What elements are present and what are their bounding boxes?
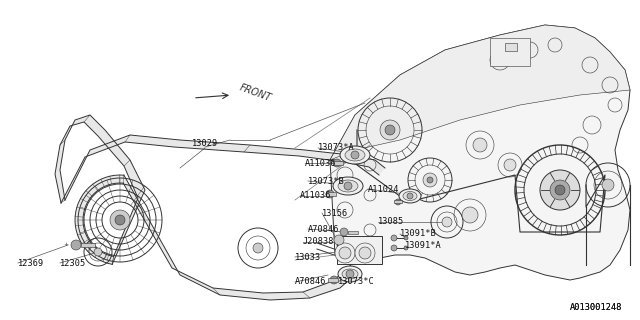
Text: 13073*C: 13073*C <box>338 277 375 286</box>
Circle shape <box>504 159 516 171</box>
Circle shape <box>473 138 487 152</box>
Circle shape <box>395 199 401 205</box>
Circle shape <box>253 243 263 253</box>
Text: 13073*B: 13073*B <box>308 177 345 186</box>
Circle shape <box>340 228 348 236</box>
Bar <box>337 236 382 264</box>
Text: A70846: A70846 <box>295 277 326 286</box>
Circle shape <box>385 125 395 135</box>
Text: 13091*A: 13091*A <box>405 242 442 251</box>
Bar <box>505 43 517 51</box>
Circle shape <box>330 276 338 284</box>
Text: A11036: A11036 <box>305 158 337 167</box>
Text: 12369: 12369 <box>18 259 44 268</box>
Text: 13085: 13085 <box>378 218 404 227</box>
Text: A11036: A11036 <box>300 191 332 201</box>
Circle shape <box>326 190 334 198</box>
Bar <box>394 200 402 203</box>
Ellipse shape <box>345 149 365 161</box>
Ellipse shape <box>338 266 362 282</box>
Bar <box>326 192 336 196</box>
Circle shape <box>391 235 397 241</box>
Circle shape <box>462 207 478 223</box>
Polygon shape <box>61 135 385 203</box>
Circle shape <box>110 210 130 230</box>
Text: A11024: A11024 <box>368 185 399 194</box>
Circle shape <box>351 151 359 159</box>
Text: 13029: 13029 <box>192 139 218 148</box>
Bar <box>333 161 343 165</box>
Ellipse shape <box>342 269 358 279</box>
Circle shape <box>442 217 452 227</box>
Bar <box>81 243 95 247</box>
Ellipse shape <box>333 177 363 195</box>
Text: 12305: 12305 <box>60 259 86 268</box>
Circle shape <box>335 243 355 263</box>
Circle shape <box>550 180 570 200</box>
Ellipse shape <box>340 146 370 164</box>
Circle shape <box>334 235 344 245</box>
Ellipse shape <box>403 191 417 201</box>
Circle shape <box>602 179 614 191</box>
Circle shape <box>333 159 341 167</box>
Text: 13091*B: 13091*B <box>400 229 436 238</box>
Circle shape <box>391 245 397 251</box>
Circle shape <box>339 247 351 259</box>
Polygon shape <box>330 25 630 280</box>
Text: 13033: 13033 <box>295 252 321 261</box>
Circle shape <box>404 246 408 250</box>
Polygon shape <box>75 175 124 264</box>
Text: J20838: J20838 <box>303 237 335 246</box>
Circle shape <box>71 240 81 250</box>
Ellipse shape <box>338 180 358 192</box>
Text: 13073*A: 13073*A <box>318 143 355 153</box>
Polygon shape <box>124 175 360 300</box>
Circle shape <box>427 177 433 183</box>
Circle shape <box>94 248 102 256</box>
Polygon shape <box>330 25 630 160</box>
Text: A013001248: A013001248 <box>570 303 622 313</box>
Text: +: + <box>63 243 68 247</box>
Bar <box>348 230 358 234</box>
Ellipse shape <box>399 189 421 203</box>
Text: 13156: 13156 <box>322 209 348 218</box>
Circle shape <box>346 270 354 278</box>
Circle shape <box>355 243 375 263</box>
Circle shape <box>404 236 408 240</box>
Bar <box>490 38 530 66</box>
Polygon shape <box>55 115 145 264</box>
Circle shape <box>115 215 125 225</box>
Text: FRONT: FRONT <box>238 83 273 103</box>
Circle shape <box>423 173 437 187</box>
Circle shape <box>380 120 400 140</box>
Text: A70846: A70846 <box>308 225 339 234</box>
Circle shape <box>555 185 565 195</box>
Bar <box>328 278 338 282</box>
Text: A013001248: A013001248 <box>570 303 622 313</box>
Circle shape <box>540 170 580 210</box>
Circle shape <box>359 247 371 259</box>
Circle shape <box>344 182 352 190</box>
Circle shape <box>407 193 413 199</box>
